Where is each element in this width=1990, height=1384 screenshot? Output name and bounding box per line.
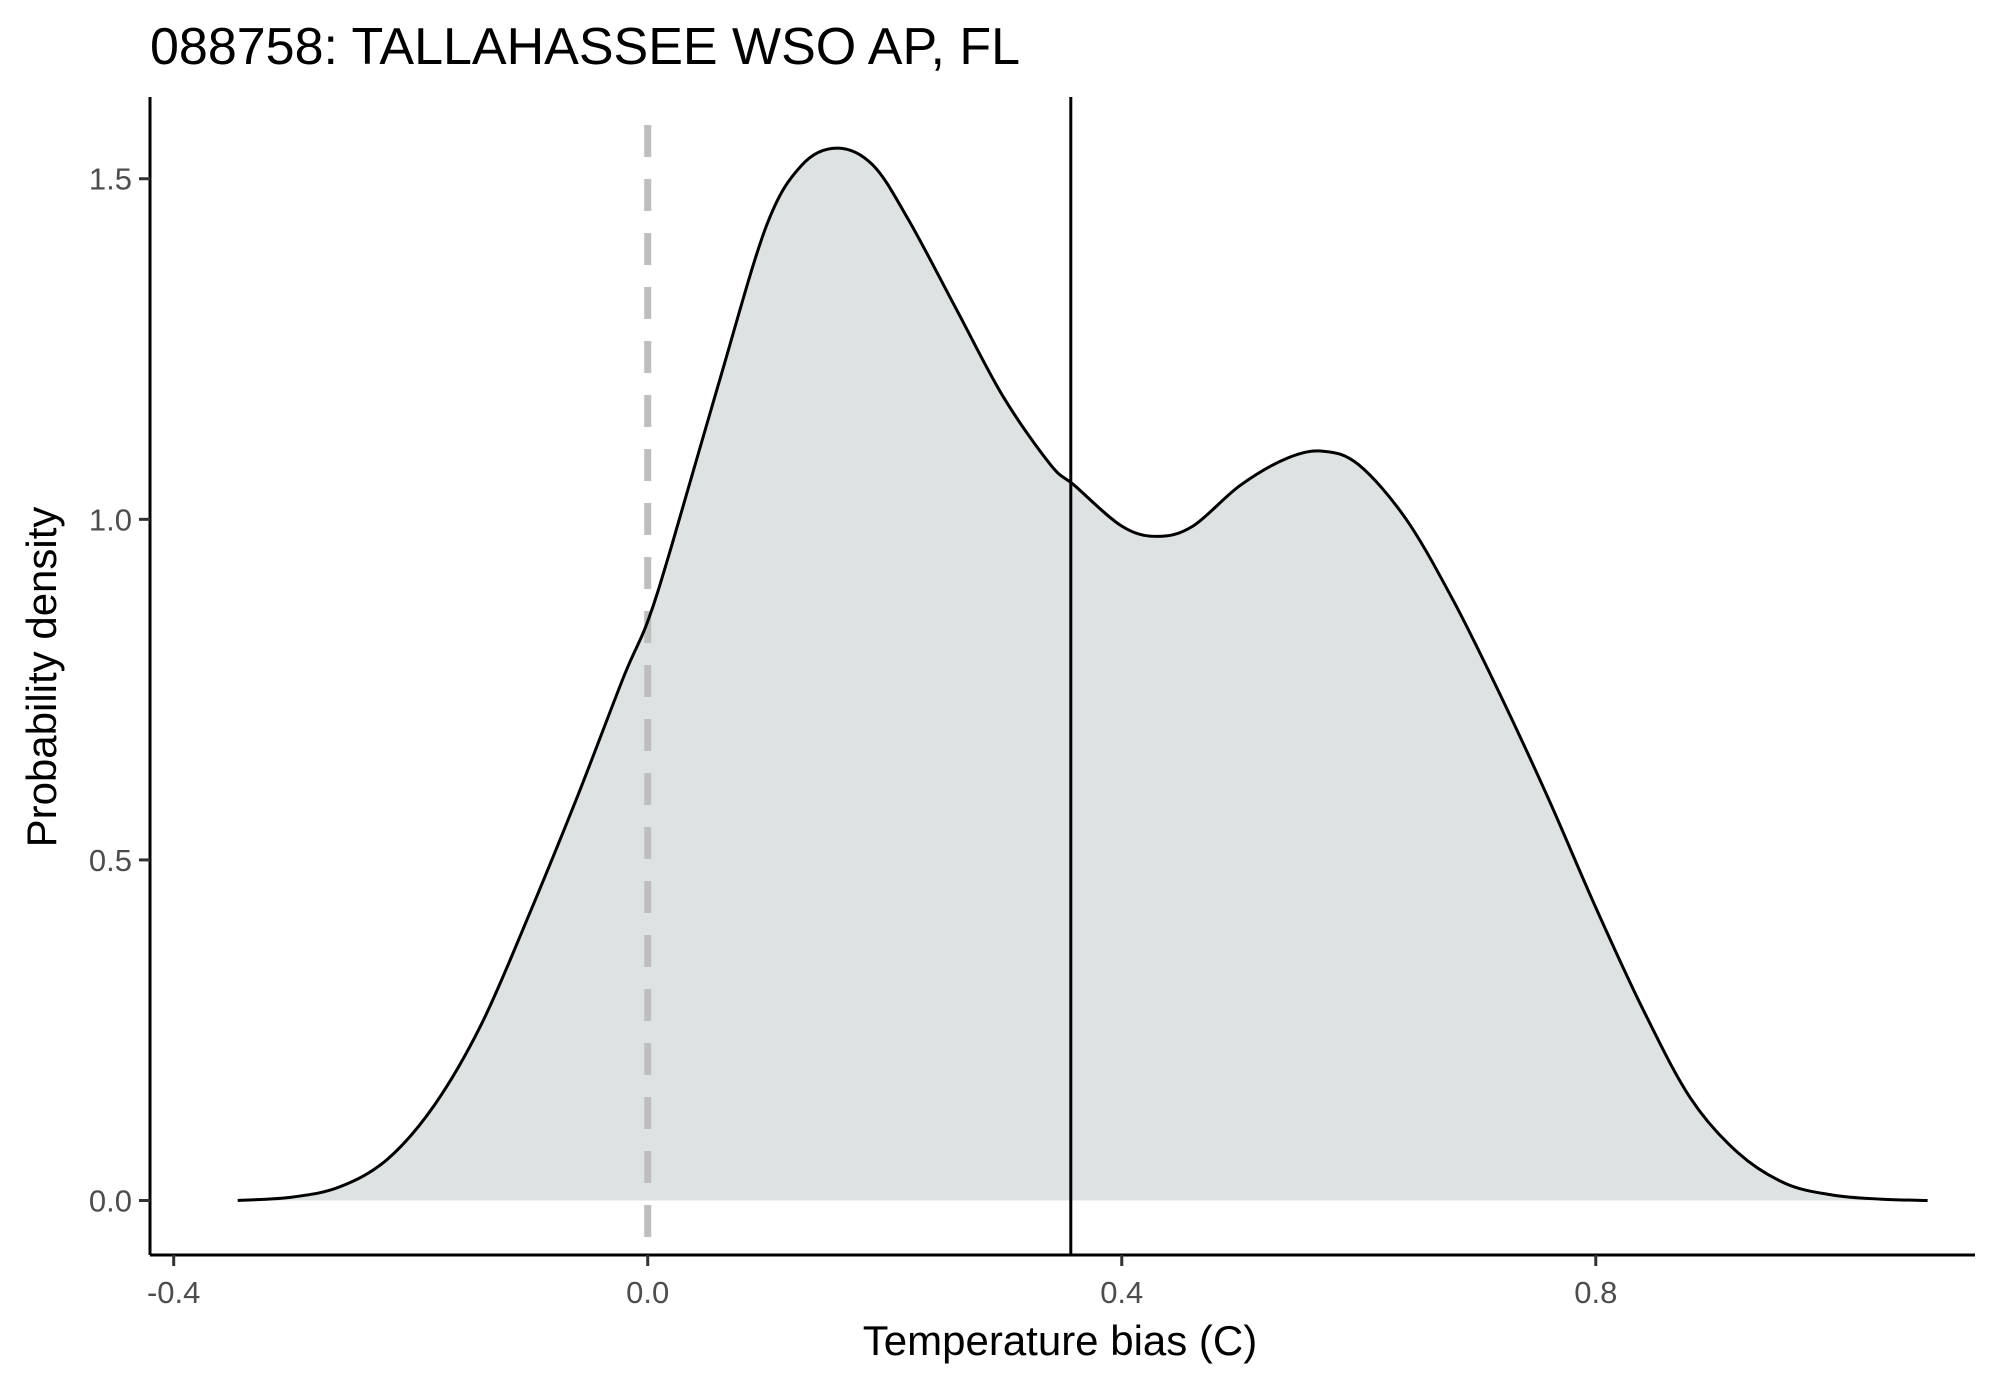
y-axis-title: Probability density (18, 507, 65, 848)
chart-title: 088758: TALLAHASSEE WSO AP, FL (150, 18, 1020, 76)
x-axis-ticks: -0.4 0.0 0.4 0.8 (147, 1255, 1617, 1310)
density-area (237, 148, 1928, 1201)
x-tick-label: 0.0 (626, 1275, 669, 1310)
y-axis-ticks: 0.0 0.5 1.0 1.5 (89, 162, 150, 1219)
x-tick-label: -0.4 (147, 1275, 200, 1310)
y-tick-label: 1.5 (89, 162, 132, 197)
y-tick-label: 1.0 (89, 502, 132, 537)
density-curve (237, 146, 1928, 1202)
x-axis-title: Temperature bias (C) (863, 1317, 1257, 1364)
y-tick-label: 0.5 (89, 843, 132, 878)
x-tick-label: 0.4 (1100, 1275, 1143, 1310)
y-tick-label: 0.0 (89, 1184, 132, 1219)
x-tick-label: 0.8 (1574, 1275, 1617, 1310)
